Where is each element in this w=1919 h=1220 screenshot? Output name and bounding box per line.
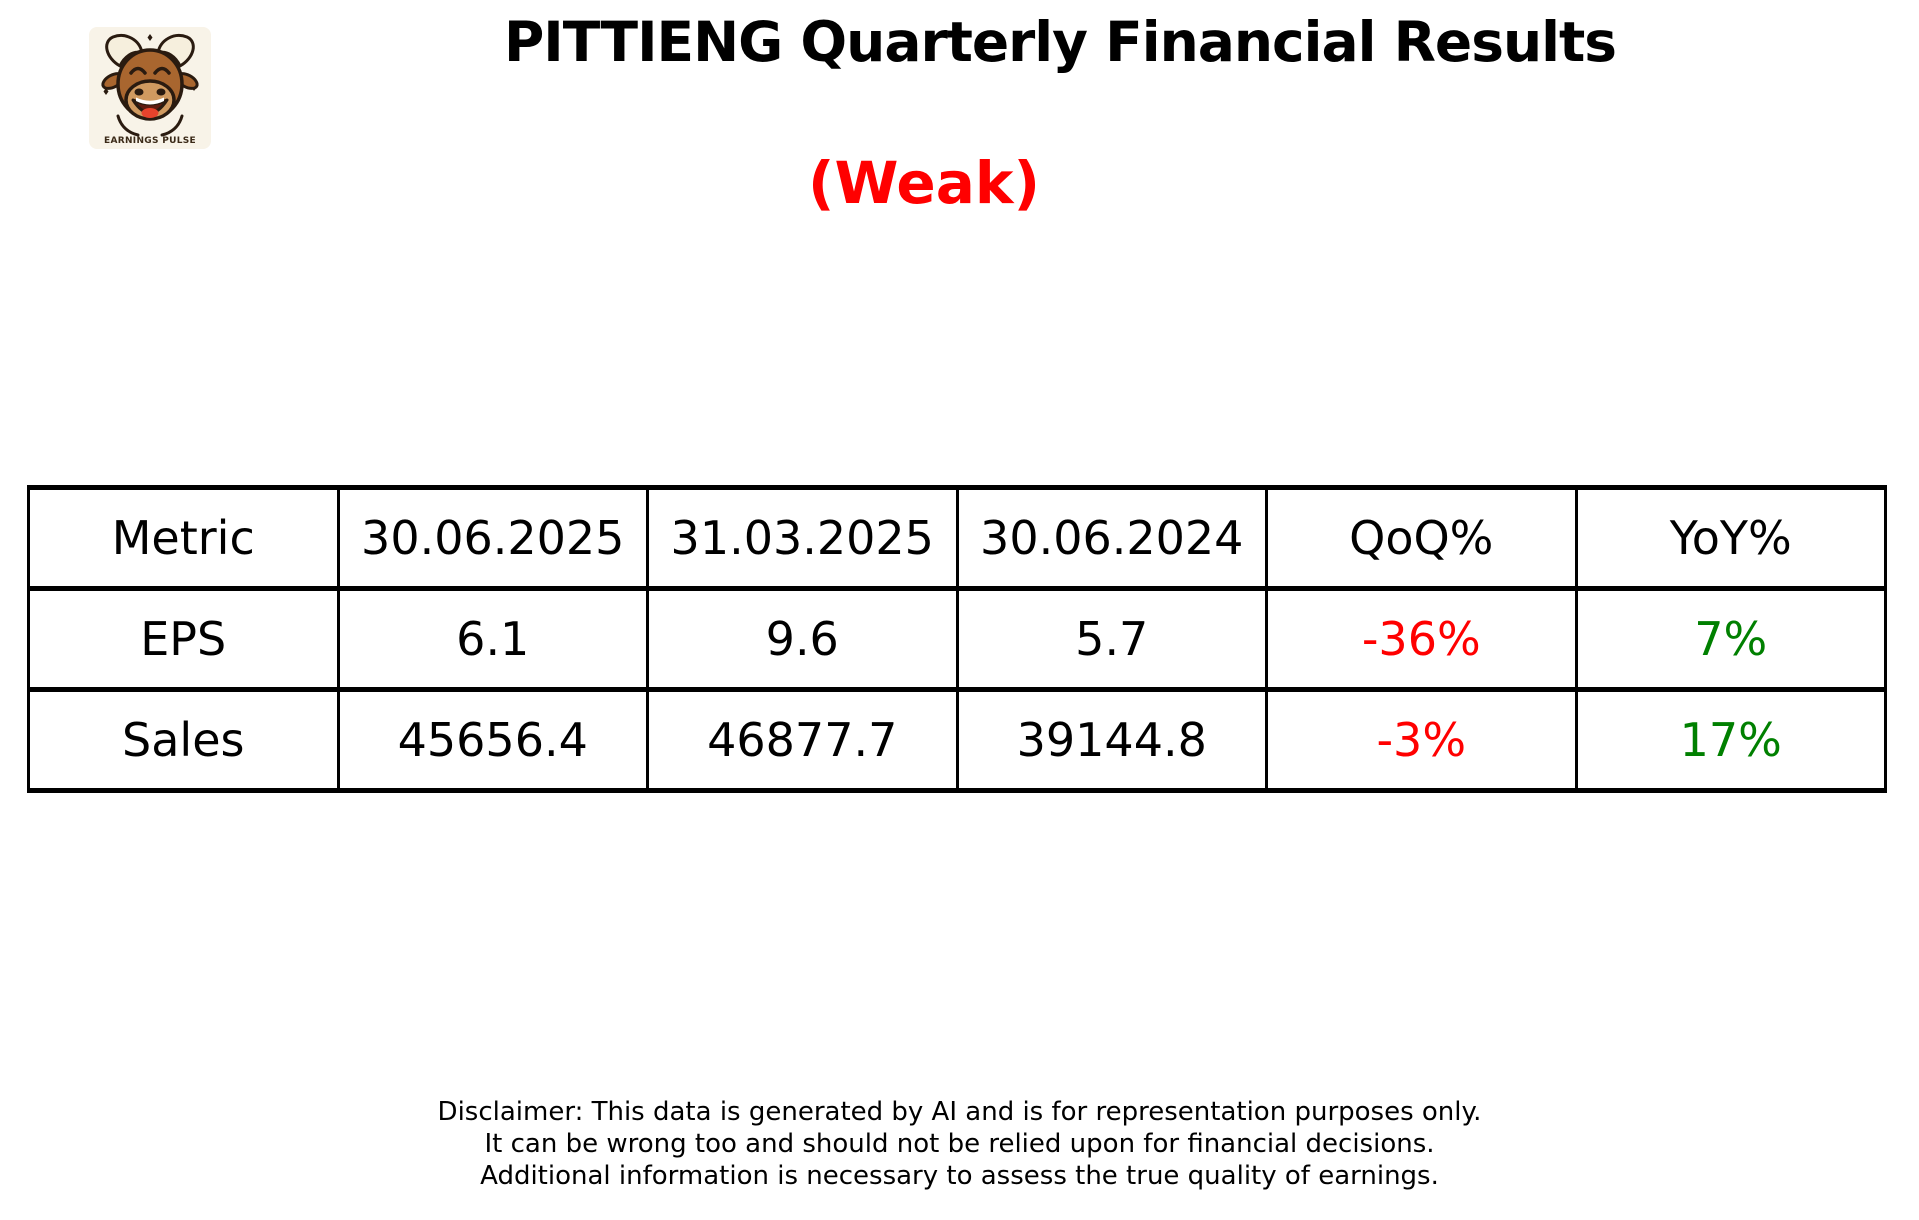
col-header-yoy: YoY%	[1574, 485, 1887, 591]
bull-tongue	[141, 108, 159, 118]
eps-year-ago-cell: 5.7	[955, 586, 1268, 692]
disclaimer-line-1: Disclaimer: This data is generated by AI…	[437, 1097, 1482, 1127]
col-header-q-previous: 31.03.2025	[646, 485, 959, 591]
earnings-pulse-logo: EARNINGS PULSE	[89, 27, 211, 149]
col-header-qoq: QoQ%	[1265, 485, 1578, 591]
verdict-label: (Weak)	[808, 149, 1040, 217]
col-header-q-year-ago: 30.06.2024	[955, 485, 1268, 591]
eps-metric-cell: EPS	[27, 586, 340, 692]
bull-shoulders	[116, 114, 184, 137]
eps-current-cell: 6.1	[336, 586, 649, 692]
logo-brand-text: EARNINGS PULSE	[104, 136, 196, 146]
sales-previous-cell: 46877.7	[646, 687, 959, 793]
sales-current-cell: 45656.4	[336, 687, 649, 793]
col-header-q-current: 30.06.2025	[336, 485, 649, 591]
bull-horns	[105, 34, 195, 68]
table-row-sales: Sales 45656.4 46877.7 39144.8 -3% 17%	[27, 687, 1887, 793]
results-table: Metric 30.06.2025 31.03.2025 30.06.2024 …	[27, 485, 1887, 793]
table-row-eps: EPS 6.1 9.6 5.7 -36% 7%	[27, 586, 1887, 692]
eps-qoq-cell: -36%	[1265, 586, 1578, 692]
table-header-row: Metric 30.06.2025 31.03.2025 30.06.2024 …	[27, 485, 1887, 591]
disclaimer-line-2: It can be wrong too and should not be re…	[484, 1129, 1435, 1159]
disclaimer: Disclaimer: This data is generated by AI…	[0, 1096, 1919, 1192]
col-header-metric: Metric	[27, 485, 340, 591]
bull-teeth	[136, 97, 164, 105]
disclaimer-line-3: Additional information is necessary to a…	[480, 1161, 1439, 1191]
page-title: PITTIENG Quarterly Financial Results	[504, 10, 1617, 74]
sales-qoq-cell: -3%	[1265, 687, 1578, 793]
sales-year-ago-cell: 39144.8	[955, 687, 1268, 793]
sales-metric-cell: Sales	[27, 687, 340, 793]
eps-yoy-cell: 7%	[1574, 586, 1887, 692]
bull-eyes	[129, 66, 171, 75]
bull-nostrils	[134, 88, 166, 96]
sales-yoy-cell: 17%	[1574, 687, 1887, 793]
eps-previous-cell: 9.6	[646, 586, 959, 692]
